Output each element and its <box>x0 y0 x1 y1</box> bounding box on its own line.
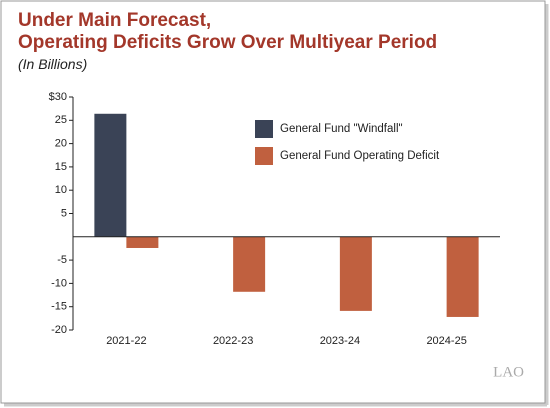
x-tick-label: 2022-23 <box>213 335 253 347</box>
chart-title: Operating Deficits Grow Over Multiyear P… <box>18 32 437 53</box>
y-tick-label: -10 <box>51 277 67 289</box>
y-tick-label: 10 <box>55 184 67 196</box>
logo: LAO <box>493 364 524 380</box>
legend-swatch <box>255 147 273 165</box>
y-tick-label: -5 <box>57 254 67 266</box>
bar <box>339 236 372 311</box>
bar <box>94 113 127 237</box>
x-tick-label: 2023-24 <box>320 335 360 347</box>
y-tick-label: 5 <box>61 207 67 219</box>
legend-swatch <box>255 120 273 138</box>
legend-label: General Fund Operating Deficit <box>280 150 440 162</box>
chart-title: Under Main Forecast, <box>18 10 211 31</box>
y-tick-label: -15 <box>51 301 67 313</box>
y-tick-label: $30 <box>49 91 67 103</box>
legend-label: General Fund "Windfall" <box>280 123 403 135</box>
bar <box>126 236 159 248</box>
chart-subtitle: (In Billions) <box>18 56 87 72</box>
y-tick-label: 25 <box>55 114 67 126</box>
y-tick-label: 20 <box>55 138 67 150</box>
y-tick-label: -20 <box>51 324 67 336</box>
bar <box>233 236 266 292</box>
y-tick-label: 15 <box>55 161 67 173</box>
x-tick-label: 2021-22 <box>106 335 146 347</box>
x-tick-label: 2024-25 <box>426 335 466 347</box>
bar <box>446 236 479 317</box>
